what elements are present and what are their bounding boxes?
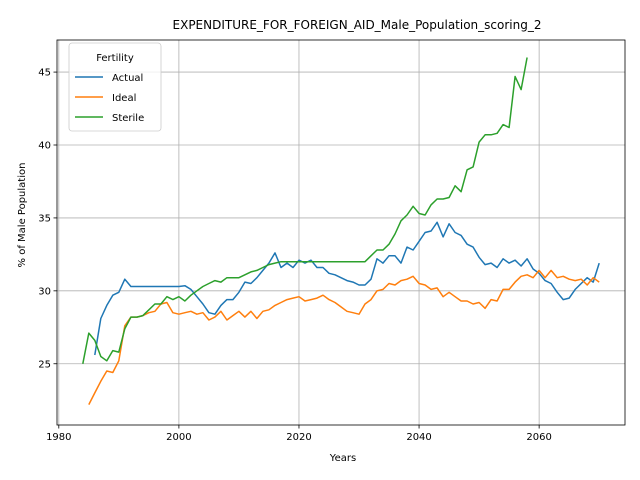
y-axis-label: % of Male Population (17, 163, 28, 268)
legend-box (68, 42, 162, 132)
legend-label-actual: Actual (112, 73, 143, 84)
chart-title: EXPENDITURE_FOR_FOREIGN_AID_Male_Populat… (173, 18, 542, 32)
series-line-ideal (88, 269, 600, 405)
legend-title: Fertility (96, 53, 134, 64)
legend-entries: Actual Ideal Sterile (75, 73, 144, 124)
x-tick-label: 2000 (166, 432, 191, 443)
y-tick-label: 25 (38, 359, 51, 370)
x-tick-label: 2060 (526, 432, 551, 443)
x-axis-label: Years (329, 453, 356, 464)
series-line-actual (94, 221, 600, 356)
legend-label-sterile: Sterile (112, 113, 144, 124)
legend-label-ideal: Ideal (112, 93, 136, 104)
y-tick-label: 45 (38, 68, 51, 79)
y-tick-label: 30 (38, 286, 51, 297)
x-axis-ticks: 1980 2000 2020 2040 2060 (46, 425, 552, 443)
plot-frame (56, 39, 626, 426)
x-tick-label: 1980 (46, 432, 71, 443)
x-tick-label: 2020 (286, 432, 311, 443)
series-line-sterile (82, 57, 528, 364)
y-tick-label: 35 (38, 213, 51, 224)
y-tick-label: 40 (38, 141, 51, 152)
x-tick-label: 2040 (406, 432, 431, 443)
legend: Fertility Actual Ideal Sterile (68, 42, 162, 132)
series-lines (82, 57, 600, 405)
gridlines (57, 40, 625, 425)
y-axis-ticks: 25 30 35 40 45 (38, 68, 57, 370)
